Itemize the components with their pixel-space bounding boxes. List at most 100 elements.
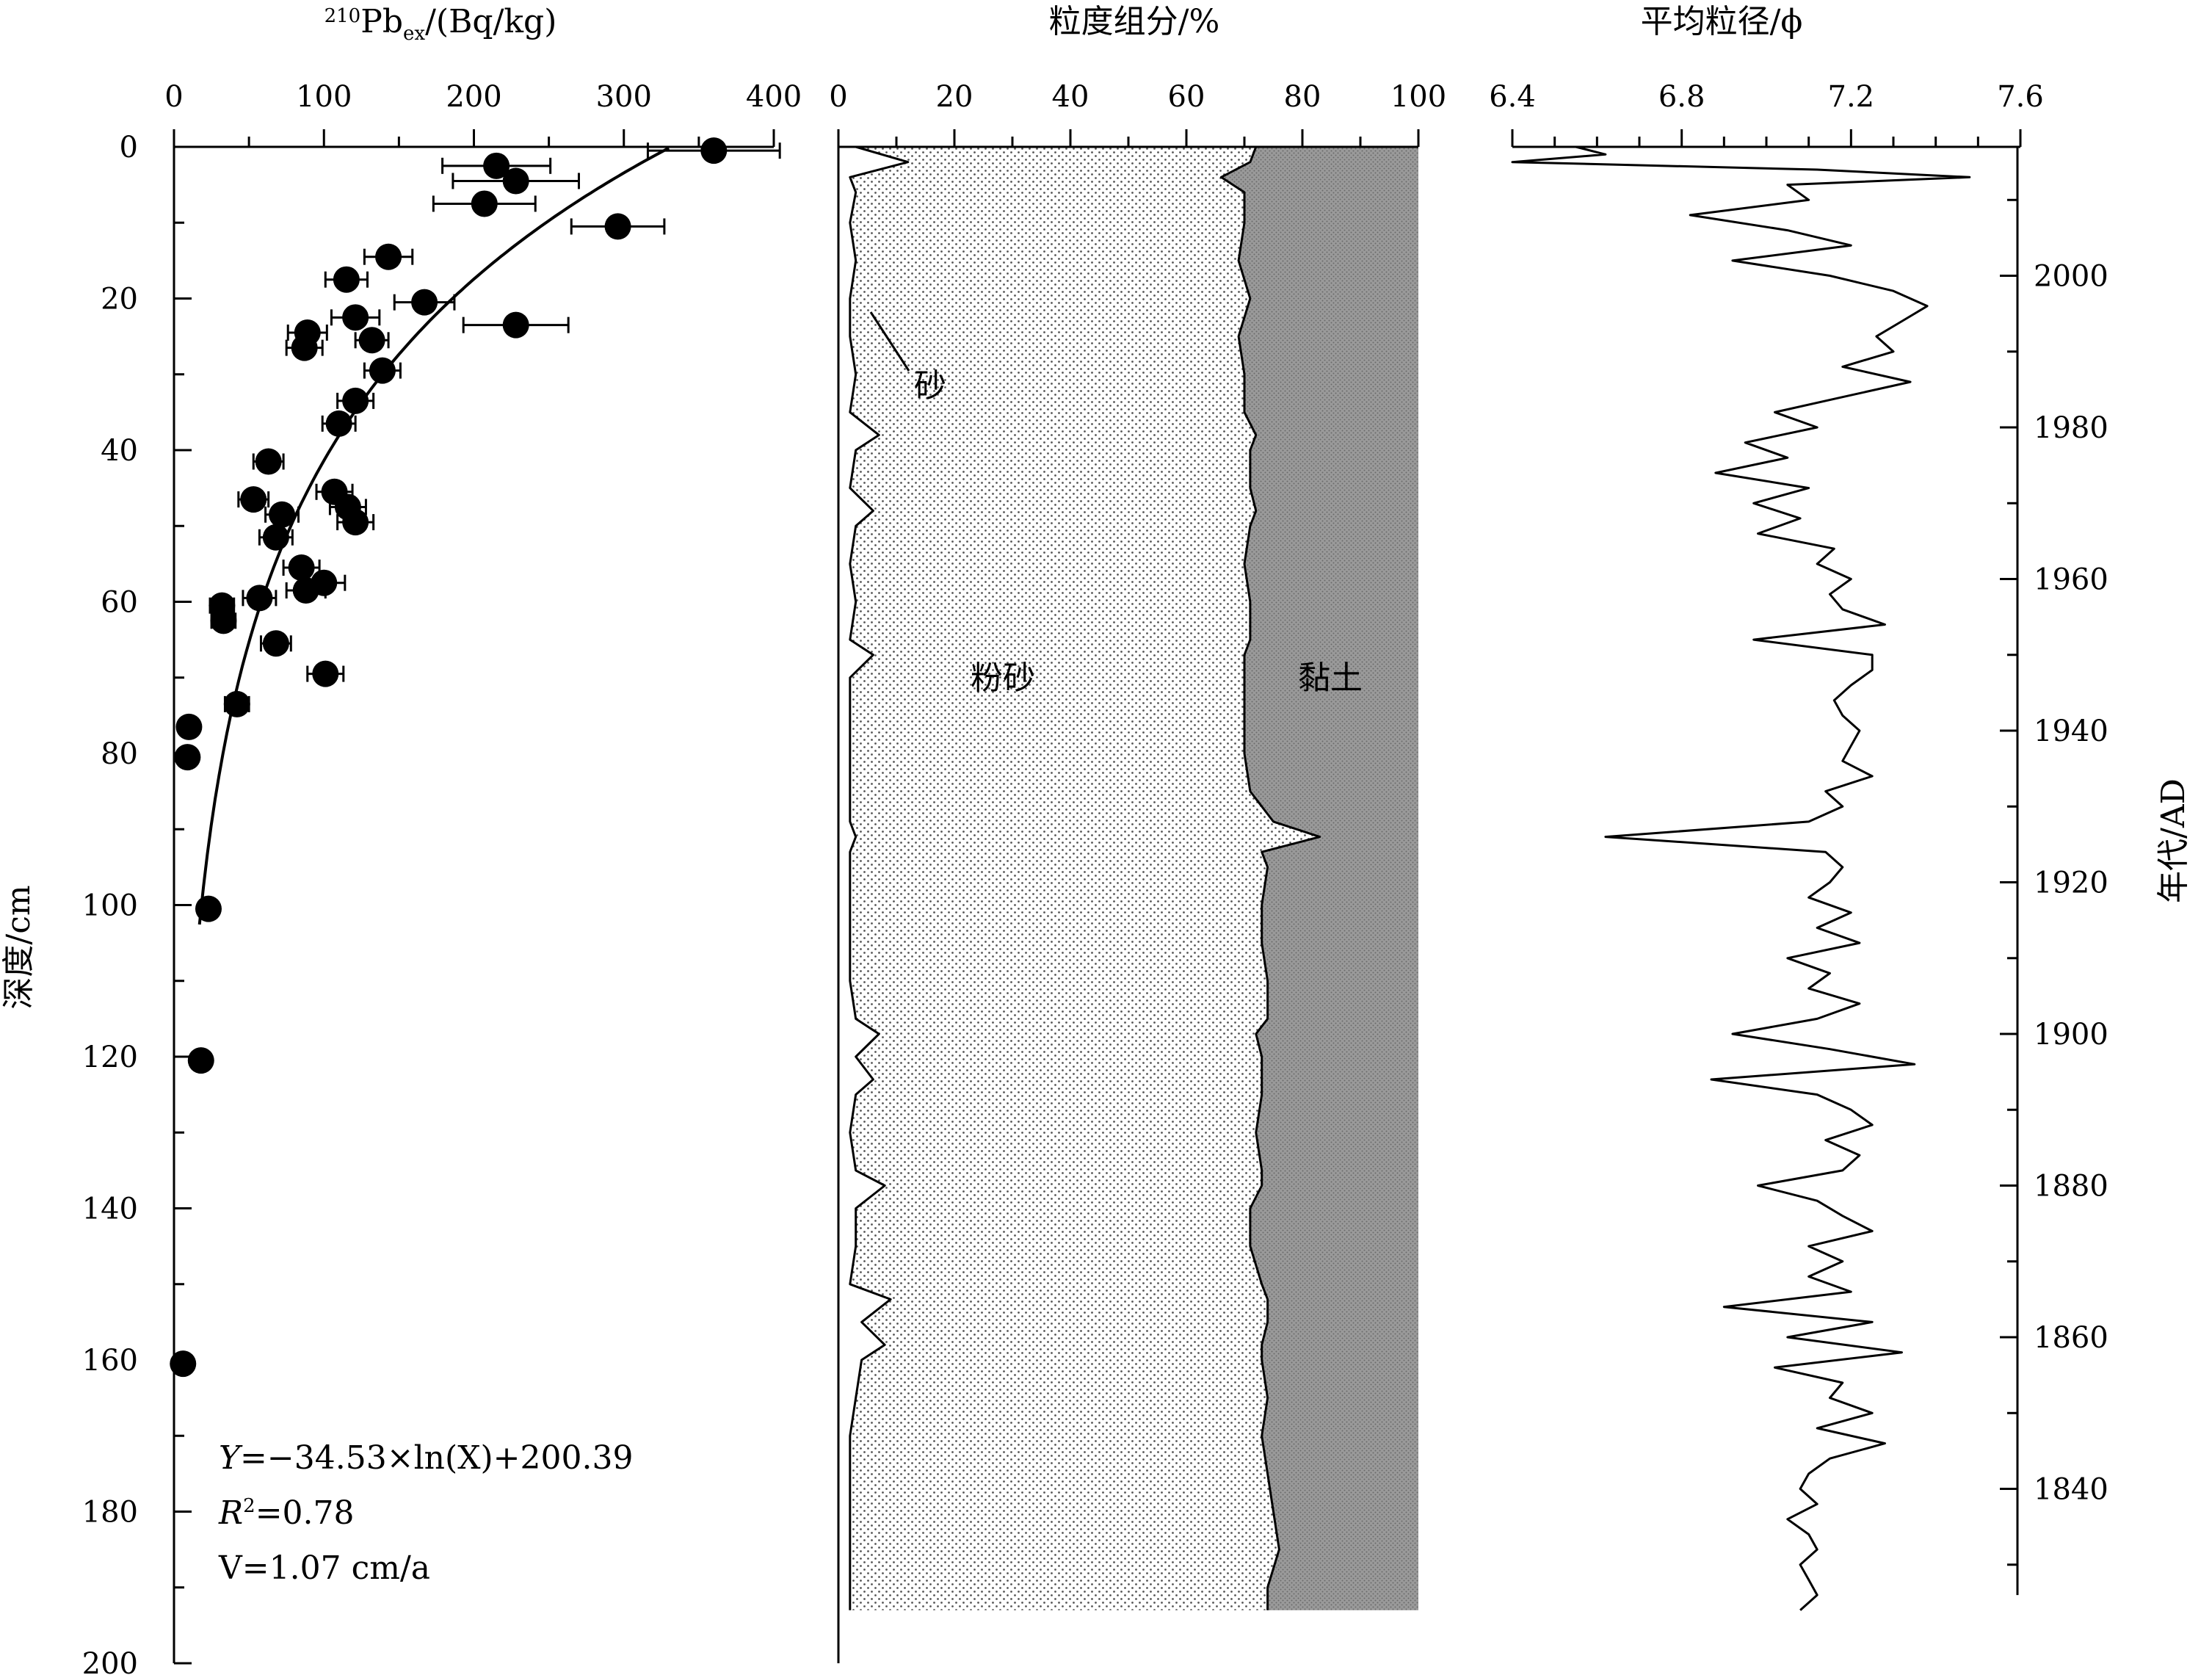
mean-grain-size-line [1511,145,1971,1611]
pb210-point [246,585,273,612]
mean-grain-size-tick-label: 6.8 [1658,80,1705,114]
depth-tick-label: 40 [101,434,138,468]
pb210-point [195,895,222,922]
grain-components-axis: 0 20 40 60 80 100 [829,80,1446,1663]
pb210-point [502,167,529,195]
depth-axis: 0 20 40 60 80 100 120 140 160 180 200 [82,131,192,1675]
grain-components-tick-label: 60 [1168,80,1205,114]
pb210-title-subscript: ex [403,23,425,45]
mean-grain-size-tick-label: 7.2 [1828,80,1875,114]
pb210-point [255,448,282,475]
grain-components-tick-label: 40 [1052,80,1089,114]
pb210-point [262,630,289,657]
year-tick-label: 1920 [2034,867,2108,900]
r-squared-value: =0.78 [255,1494,355,1532]
pb210-point [342,387,369,414]
mean-grain-size-tick-label: 6.4 [1489,80,1536,114]
pb210-point [369,357,396,384]
pb210-point [210,607,237,634]
pb210-x-tick-label: 0 [164,80,183,114]
year-tick-label: 1980 [2034,411,2108,445]
pb210-points [170,137,781,1378]
depth-tick-label: 200 [82,1647,138,1675]
pb210-point [375,243,402,270]
year-tick-label: 1960 [2034,563,2108,597]
pb210-point [342,304,369,331]
depth-tick-label: 140 [82,1193,138,1226]
pb210-x-tick-label: 200 [446,80,501,114]
year-tick-label: 1880 [2034,1170,2108,1204]
mean-grain-size-tick-label: 7.6 [1997,80,2044,114]
sand-leader-line [869,311,910,372]
year-tick-label: 2000 [2034,260,2108,294]
pb210-axis-title: 210Pbex/(Bq/kg) [324,3,557,45]
grain-components-fill [849,145,1418,1610]
depth-tick-label: 80 [101,737,138,771]
pb210-point [312,660,339,687]
depth-tick-label: 160 [82,1344,138,1378]
depth-tick-label: 0 [120,131,138,164]
pb210-fit-curve [197,146,670,925]
fit-equation: Y=−34.53×ln(X)+200.39 [219,1439,634,1477]
pb210-point [700,137,728,164]
depth-axis-title: 深度/cm [0,885,37,1009]
year-tick-label: 1840 [2034,1473,2108,1507]
grain-components-title: 粒度组分/% [1049,3,1220,40]
pb210-point [483,152,510,179]
pb210-point [333,266,360,293]
r-squared-sup: 2 [243,1495,255,1517]
sedimentation-rate: V=1.07 cm/a [218,1549,430,1587]
pb210-point [411,289,438,316]
pb210-x-tick-label: 400 [746,80,802,114]
depth-tick-label: 20 [101,283,138,316]
pb210-point [325,410,352,437]
r-squared-r: R [218,1494,243,1532]
mean-grain-size-title: 平均粒径/ϕ [1641,3,1803,40]
sand-label: 砂 [914,367,946,405]
pb210-point [604,213,631,240]
grain-components-tick-label: 80 [1284,80,1321,114]
pb210-point [288,554,315,582]
depth-tick-label: 100 [82,889,138,923]
pb210-point [187,1047,214,1074]
pb210-panel: 210Pbex/(Bq/kg) 0 100 200 300 400 0 20 40 60 80 1… [0,3,802,1675]
depth-tick-label: 180 [82,1496,138,1530]
pb210-point [174,744,201,771]
year-axis-title: 年代/AD [2155,778,2192,903]
year-tick-label: 1900 [2034,1018,2108,1052]
grain-components-tick-label: 0 [829,80,847,114]
silt-clay-boundary-line [1219,146,1321,1610]
pb210-title-main: Pb [360,3,403,40]
pb210-point [502,311,529,339]
pb210-point [292,577,319,604]
grain-components-panel: 粒度组分/% 0 20 40 60 80 100 砂 粉砂 黏土 [829,3,1446,1663]
sand-line [849,145,910,1610]
pb210-title-superscript: 210 [324,5,361,27]
mean-grain-size-panel: 平均粒径/ϕ 6.4 6.8 7.2 7.6 1840 1860 1880 1900 1920… [1489,3,2192,1611]
pb210-x-tick-label: 100 [296,80,352,114]
year-tick-label: 1860 [2034,1321,2108,1355]
grain-components-tick-label: 20 [936,80,973,114]
silt-label: 粉砂 [971,659,1035,697]
pb210-point [342,509,369,536]
pb210-x-axis: 0 100 200 300 400 [164,80,802,148]
pb210-point [291,334,318,361]
grain-components-tick-label: 100 [1390,80,1446,114]
clay-area [1221,147,1418,1610]
clay-label: 黏土 [1298,659,1363,697]
mean-grain-size-axis: 6.4 6.8 7.2 7.6 [1489,80,2044,148]
pb210-title-unit: /(Bq/kg) [425,3,556,40]
pb210-point [471,190,498,217]
fit-equation-body: =−34.53×ln(X)+200.39 [240,1439,633,1477]
pb210-point [170,1350,197,1378]
fit-equation-y: Y [219,1439,243,1477]
depth-tick-label: 120 [82,1041,138,1074]
pb210-point [269,501,296,528]
year-axis: 1840 1860 1880 1900 1920 1940 1960 1980 2000 [2000,147,2108,1596]
pb210-point [223,690,250,717]
pb210-point [175,713,203,740]
r-squared: R2=0.78 [218,1494,355,1532]
pb210-point [240,486,267,513]
depth-tick-label: 60 [101,586,138,620]
